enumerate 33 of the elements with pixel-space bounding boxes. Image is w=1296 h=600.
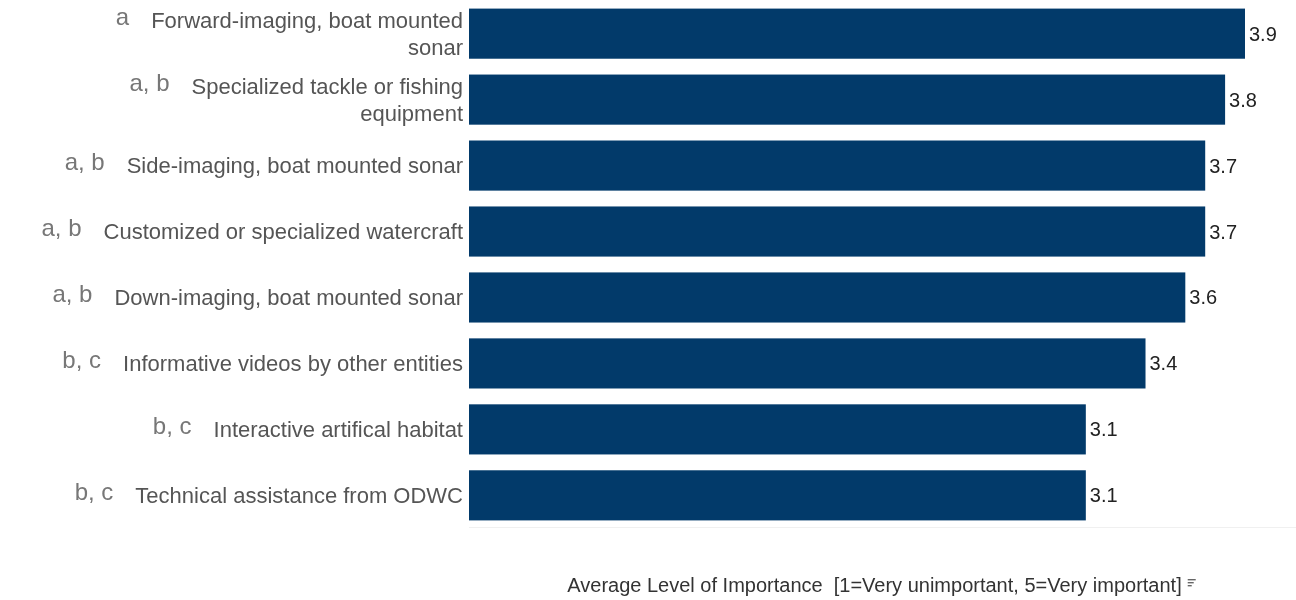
- bar: [469, 206, 1206, 257]
- data-label: 3.1: [1089, 418, 1118, 441]
- text: b, c: [62, 346, 102, 374]
- y-tick-label: Forward-imaging, boat mounted sonar: [151, 8, 463, 60]
- data-label: 3.7: [1209, 154, 1238, 177]
- y-tick-label: Specialized tackle or fishing equipment: [191, 74, 463, 126]
- data-label: 3.1: [1089, 484, 1118, 507]
- data-label: 3.6: [1189, 286, 1218, 309]
- text: a: [115, 3, 130, 31]
- bar: [469, 338, 1146, 389]
- y-tick-label: Customized or specialized watercraft: [103, 219, 463, 245]
- text: a, b: [64, 148, 105, 176]
- text: b, c: [74, 478, 114, 506]
- text: a, b: [129, 69, 170, 97]
- bar: [469, 272, 1186, 323]
- y-tick-label: Technical assistance from ODWC: [135, 483, 464, 509]
- text: a, b: [52, 280, 93, 308]
- text: b, c: [152, 412, 192, 440]
- data-label: 3.7: [1209, 220, 1238, 243]
- bar: [469, 74, 1226, 125]
- y-tick-label: Down-imaging, boat mounted sonar: [114, 285, 463, 311]
- data-label: 3.8: [1229, 88, 1257, 111]
- bar: [469, 470, 1086, 521]
- y-tick-label: Side-imaging, boat mounted sonar: [126, 153, 463, 179]
- bar: [469, 8, 1245, 59]
- text: a, b: [41, 214, 82, 242]
- bar: [469, 140, 1206, 191]
- y-tick-label: Interactive artifical habitat: [213, 417, 463, 443]
- bar: [469, 404, 1086, 455]
- y-tick-label: Informative videos by other entities: [123, 351, 463, 377]
- data-label: 3.4: [1149, 352, 1178, 375]
- x-axis-title: Average Level of Importance [1=Very unimportant, 5=Very important]: [567, 574, 1182, 596]
- data-label: 3.9: [1249, 22, 1277, 45]
